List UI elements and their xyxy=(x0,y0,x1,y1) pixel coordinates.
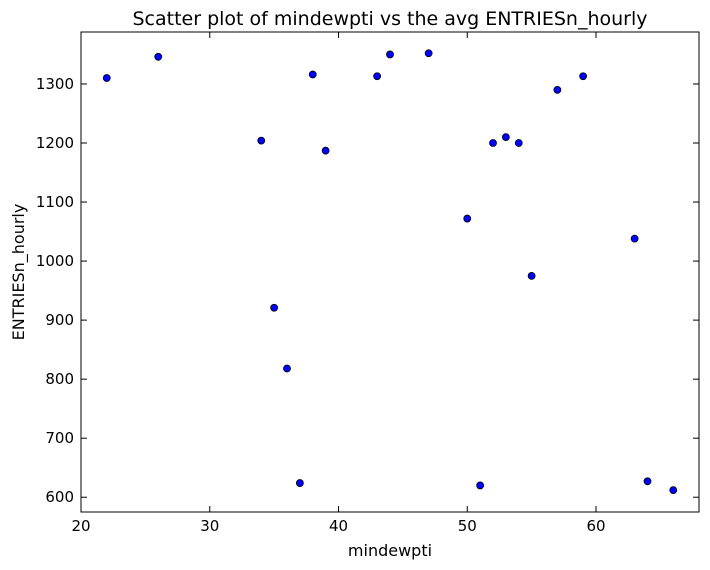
x-tick-label: 50 xyxy=(458,517,477,535)
y-tick-label: 1200 xyxy=(36,134,74,152)
y-axis-label: ENTRIESn_hourly xyxy=(9,204,29,341)
data-point xyxy=(102,74,111,82)
data-point xyxy=(295,479,304,487)
data-point xyxy=(386,50,394,59)
data-point xyxy=(321,146,330,155)
y-tick-label: 900 xyxy=(45,311,74,329)
data-point xyxy=(270,303,279,312)
x-tick-label: 60 xyxy=(586,517,605,535)
data-point xyxy=(373,72,382,81)
data-point xyxy=(154,52,163,61)
data-point xyxy=(463,214,472,223)
plot-frame xyxy=(80,31,700,513)
y-tick-label: 1300 xyxy=(36,75,74,93)
data-point xyxy=(643,477,652,486)
data-point xyxy=(553,85,562,94)
y-tick-label: 1000 xyxy=(36,252,74,270)
chart-title: Scatter plot of mindewpti vs the avg ENT… xyxy=(132,8,647,30)
data-point xyxy=(669,486,678,495)
y-tick-label: 600 xyxy=(45,488,74,506)
data-point xyxy=(579,72,588,81)
y-tick-label: 1100 xyxy=(36,193,74,211)
x-tick-label: 40 xyxy=(329,517,348,535)
data-point xyxy=(501,133,510,141)
data-point xyxy=(308,70,317,79)
data-point xyxy=(630,234,639,243)
plot-area: 20 30 40 50 60 600 700 800 900 1000 1100 1200 1300 xyxy=(36,31,700,535)
data-point xyxy=(514,139,523,147)
data-point xyxy=(257,136,266,145)
y-tick-label: 800 xyxy=(45,370,74,388)
data-point xyxy=(476,481,485,490)
data-point xyxy=(424,49,433,58)
x-axis-label: mindewpti xyxy=(348,541,432,560)
data-point xyxy=(527,271,536,280)
data-point xyxy=(283,364,291,373)
data-point xyxy=(489,139,497,147)
x-tick-label: 30 xyxy=(200,517,219,535)
x-tick-label: 20 xyxy=(71,517,90,535)
y-tick-label: 700 xyxy=(45,429,74,447)
